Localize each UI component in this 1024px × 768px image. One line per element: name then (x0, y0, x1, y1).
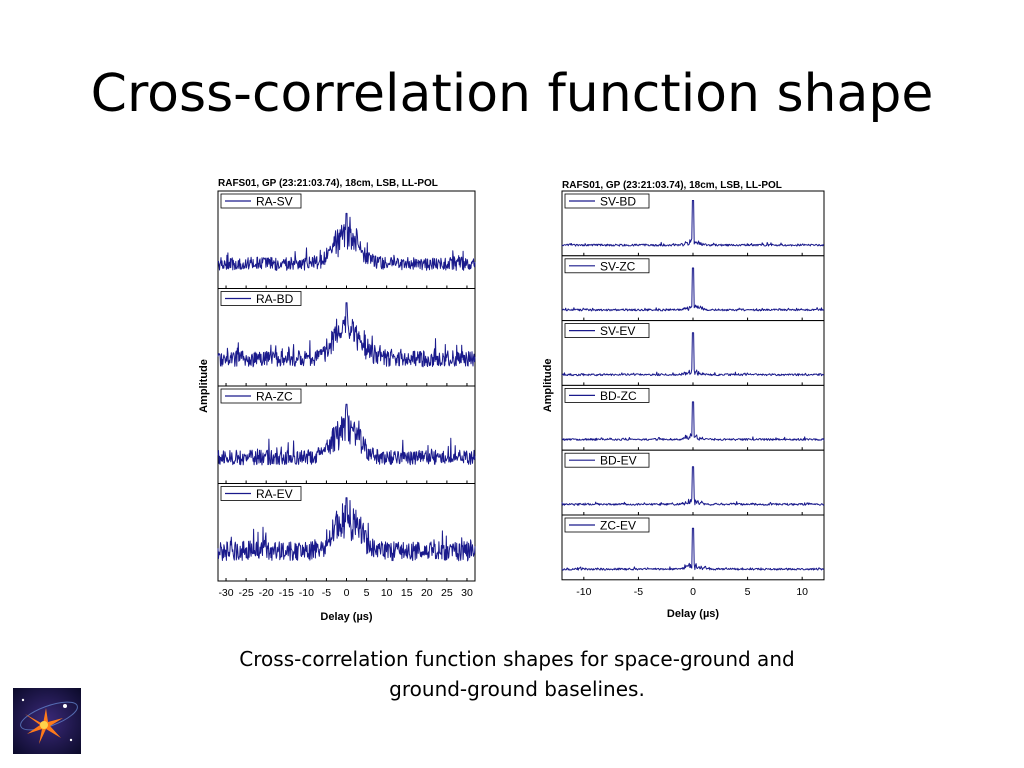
legend-box (220, 291, 302, 306)
right-panel-sv-zc: SV-ZC (561, 255, 825, 322)
x-tick-label: 10 (796, 586, 808, 598)
legend-box (220, 486, 302, 501)
legend-label-ra-zc: RA-ZC (256, 390, 293, 404)
x-tick-label: -15 (279, 587, 294, 599)
x-tick-label: 25 (441, 587, 453, 599)
series-line-ra-zc (217, 403, 476, 466)
legend-label-bd-zc: BD-ZC (600, 389, 637, 403)
right-panel-sv-bd: SV-BD (561, 190, 825, 257)
x-tick-label: -10 (299, 587, 314, 599)
left-y-axis-label: Amplitude (198, 359, 210, 413)
legend-label-ra-sv: RA-SV (256, 195, 293, 209)
left-chart-title: RAFS01, GP (23:21:03.74), 18cm, LSB, LL-… (218, 178, 438, 189)
right-y-axis-label: Amplitude (542, 359, 554, 413)
legend-label-ra-bd: RA-BD (256, 292, 294, 306)
figure-caption: Cross-correlation function shapes for sp… (239, 647, 795, 701)
right-chart-title: RAFS01, GP (23:21:03.74), 18cm, LSB, LL-… (562, 180, 782, 191)
series-line-sv-ev (561, 332, 825, 377)
right-x-axis-label: Delay (µs) (667, 608, 720, 620)
series-line-bd-ev (561, 466, 825, 506)
right-panel-bd-zc: BD-ZC (561, 384, 825, 451)
legend-box (564, 452, 650, 468)
slide-title: Cross-correlation function shape (90, 64, 934, 124)
starburst-logo-icon (13, 688, 81, 754)
x-tick-label: -10 (576, 586, 591, 598)
series-line-bd-zc (562, 401, 825, 441)
legend-box (564, 258, 650, 274)
series-line-ra-sv (217, 212, 476, 271)
right-panel-zc-ev: ZC-EV (561, 514, 825, 581)
x-tick-label: 0 (344, 587, 350, 599)
series-line-zc-ev (561, 527, 825, 571)
legend-box (564, 387, 650, 403)
legend-label-sv-ev: SV-EV (600, 324, 635, 338)
legend-box (564, 323, 650, 339)
x-tick-label: 20 (421, 587, 433, 599)
series-line-ra-bd (217, 302, 476, 368)
right-panel-bd-ev: BD-EV (561, 449, 825, 516)
left-panel-ra-sv: RA-SV (217, 190, 476, 289)
x-tick-label: -30 (218, 587, 233, 599)
x-tick-label: 10 (381, 587, 393, 599)
x-tick-label: 5 (364, 587, 370, 599)
series-line-ra-ev (217, 497, 476, 562)
x-tick-label: 15 (401, 587, 413, 599)
x-tick-label: -25 (239, 587, 254, 599)
legend-label-bd-ev: BD-EV (600, 454, 637, 468)
right-chart-ground-ground: RAFS01, GP (23:21:03.74), 18cm, LSB, LL-… (542, 180, 825, 620)
series-line-sv-bd (561, 200, 825, 247)
x-tick-label: 0 (690, 586, 696, 598)
left-panel-ra-bd: RA-BD (217, 288, 476, 387)
x-tick-label: -20 (259, 587, 274, 599)
legend-label-sv-zc: SV-ZC (600, 259, 636, 273)
series-line-sv-zc (561, 267, 825, 312)
legend-label-sv-bd: SV-BD (600, 195, 636, 209)
legend-box (564, 193, 650, 209)
left-chart-space-ground: RAFS01, GP (23:21:03.74), 18cm, LSB, LL-… (198, 178, 476, 623)
legend-box (564, 517, 650, 533)
legend-box (220, 388, 302, 404)
left-panel-ra-zc: RA-ZC (217, 385, 476, 484)
x-tick-label: -5 (634, 586, 643, 598)
x-tick-label: 5 (745, 586, 751, 598)
x-tick-label: -5 (322, 587, 331, 599)
legend-box (220, 193, 302, 209)
legend-label-zc-ev: ZC-EV (600, 519, 636, 533)
x-tick-label: 30 (461, 587, 473, 599)
left-x-axis-label: Delay (µs) (320, 611, 373, 623)
legend-label-ra-ev: RA-EV (256, 487, 293, 501)
left-panel-ra-ev: RA-EV (217, 483, 476, 582)
right-panel-sv-ev: SV-EV (561, 320, 825, 386)
